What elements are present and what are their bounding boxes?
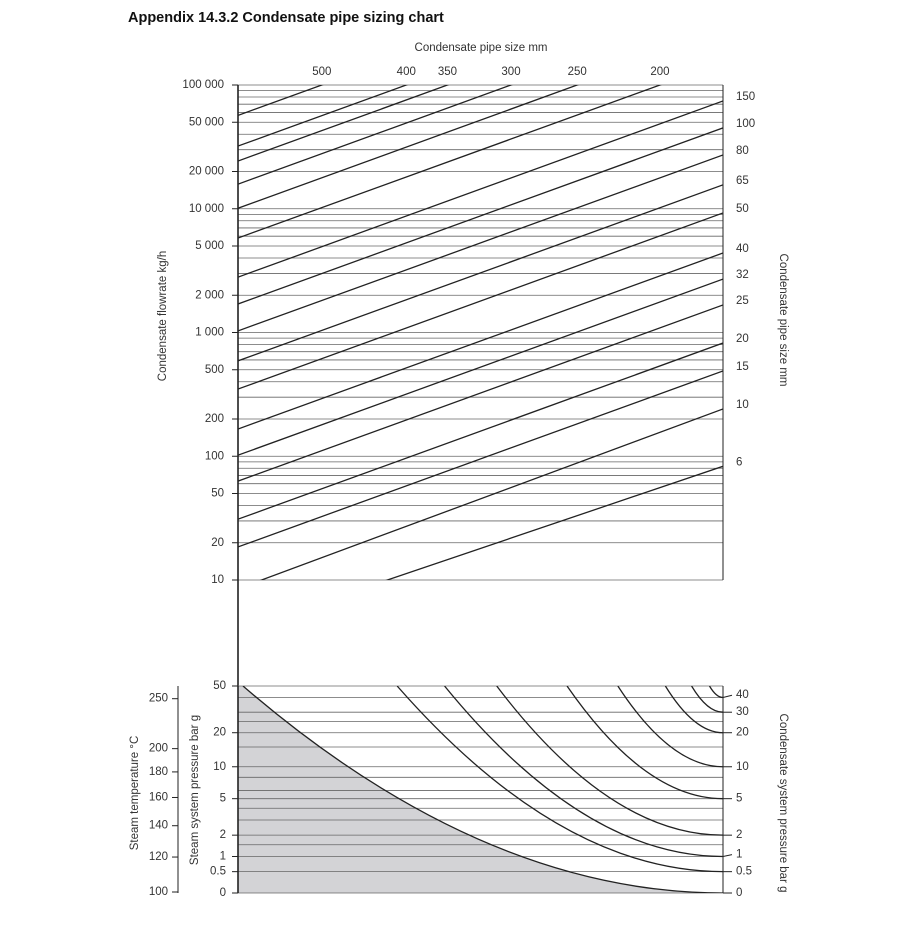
chart-title: Appendix 14.3.2 Condensate pipe sizing c… [128,10,444,26]
y-tick-label: 20 000 [189,166,224,178]
label-leader [722,854,733,857]
y-tick-label: 50 [213,680,226,692]
y-tick-label: 50 000 [189,116,224,128]
y-tick-label: 2 000 [195,289,224,301]
series-label: 32 [736,269,749,281]
pipe-size-line [238,278,723,456]
temperature-tick-label: 100 [149,886,168,898]
pipe-size-line [238,252,723,430]
pressure-curve [496,686,723,836]
pipe-size-line [238,304,723,482]
y-tick-label: 1 [220,851,226,863]
series-label: 150 [736,91,755,103]
pipe-size-line [238,342,723,520]
pressure-curve [664,686,723,734]
y-tick-label: 200 [205,413,224,425]
series-label: 10 [736,761,749,773]
series-label: 0 [736,887,742,899]
y-tick-label: 10 [211,574,224,586]
pipe-size-line [238,370,723,548]
temperature-axis-title: Steam temperature °C [129,736,141,851]
y2-axis-title: Condensate pipe size mm [777,254,789,387]
pipe-size-line [238,184,723,362]
pipe-size-line [238,85,450,162]
series-label: 10 [736,399,749,411]
series-label: 5 [736,793,742,805]
y-tick-label: 100 000 [182,79,224,91]
series-label: 400 [397,66,416,78]
series-label: 80 [736,145,749,157]
series-label: 20 [736,333,749,345]
series-label: 350 [438,66,457,78]
temperature-tick-label: 250 [149,693,168,705]
temperature-tick-label: 160 [149,792,168,804]
series-label: 65 [736,175,749,187]
x-axis-title: Condensate pipe size mm [415,42,548,54]
y-tick-label: 5 [220,793,226,805]
series-label: 100 [736,118,755,130]
y-tick-label: 2 [220,829,226,841]
pressure-curve [242,686,723,893]
pipe-size-line [238,85,409,147]
y-tick-label: 0 [220,887,226,899]
y-tick-label: 50 [211,488,224,500]
pipe-size-line [238,85,324,117]
pipe-size-line [238,154,723,332]
series-label: 500 [312,66,331,78]
temperature-tick-label: 140 [149,820,168,832]
series-label: 300 [501,66,520,78]
series-label: 250 [568,66,587,78]
pipe-size-line [238,127,723,305]
label-leader [722,694,733,698]
series-label: 2 [736,829,742,841]
pressure-curve [617,686,723,768]
pressure-curve [396,686,723,873]
pipe-size-line [238,85,513,185]
series-label: 0.5 [736,866,752,878]
series-label: 25 [736,295,749,307]
pipe-size-line [385,465,723,580]
y-axis-title: Steam system pressure bar g [189,715,201,865]
y-axis-title: Condensate flowrate kg/h [157,251,169,381]
y-tick-label: 10 [213,761,226,773]
pipe-size-line [238,85,662,239]
temperature-tick-label: 120 [149,851,168,863]
y-tick-label: 1 000 [195,327,224,339]
y-tick-label: 500 [205,364,224,376]
y-tick-label: 10 000 [189,203,224,215]
series-label: 200 [650,66,669,78]
y-tick-label: 0.5 [210,866,226,878]
pipe-size-line [259,408,723,580]
temperature-tick-label: 200 [149,743,168,755]
y-tick-label: 5 000 [195,240,224,252]
pressure-curve [691,686,723,713]
series-label: 30 [736,706,749,718]
series-label: 1 [736,849,742,861]
series-label: 40 [736,243,749,255]
pipe-size-line [238,100,723,278]
y-tick-label: 20 [211,537,224,549]
y-tick-label: 20 [213,727,226,739]
series-label: 40 [736,689,749,701]
pressure-curve [708,686,723,699]
y-tick-label: 100 [205,450,224,462]
pressure-curve [566,686,723,800]
pipe-size-line [238,212,723,390]
temperature-tick-label: 180 [149,766,168,778]
series-label: 50 [736,203,749,215]
series-label: 15 [736,361,749,373]
pressure-curve [444,686,723,858]
y2-axis-title: Condensate system pressure bar g [777,714,789,893]
shaded-region [238,686,723,893]
pipe-size-line [238,85,580,209]
series-label: 20 [736,727,749,739]
series-label: 6 [736,456,742,468]
